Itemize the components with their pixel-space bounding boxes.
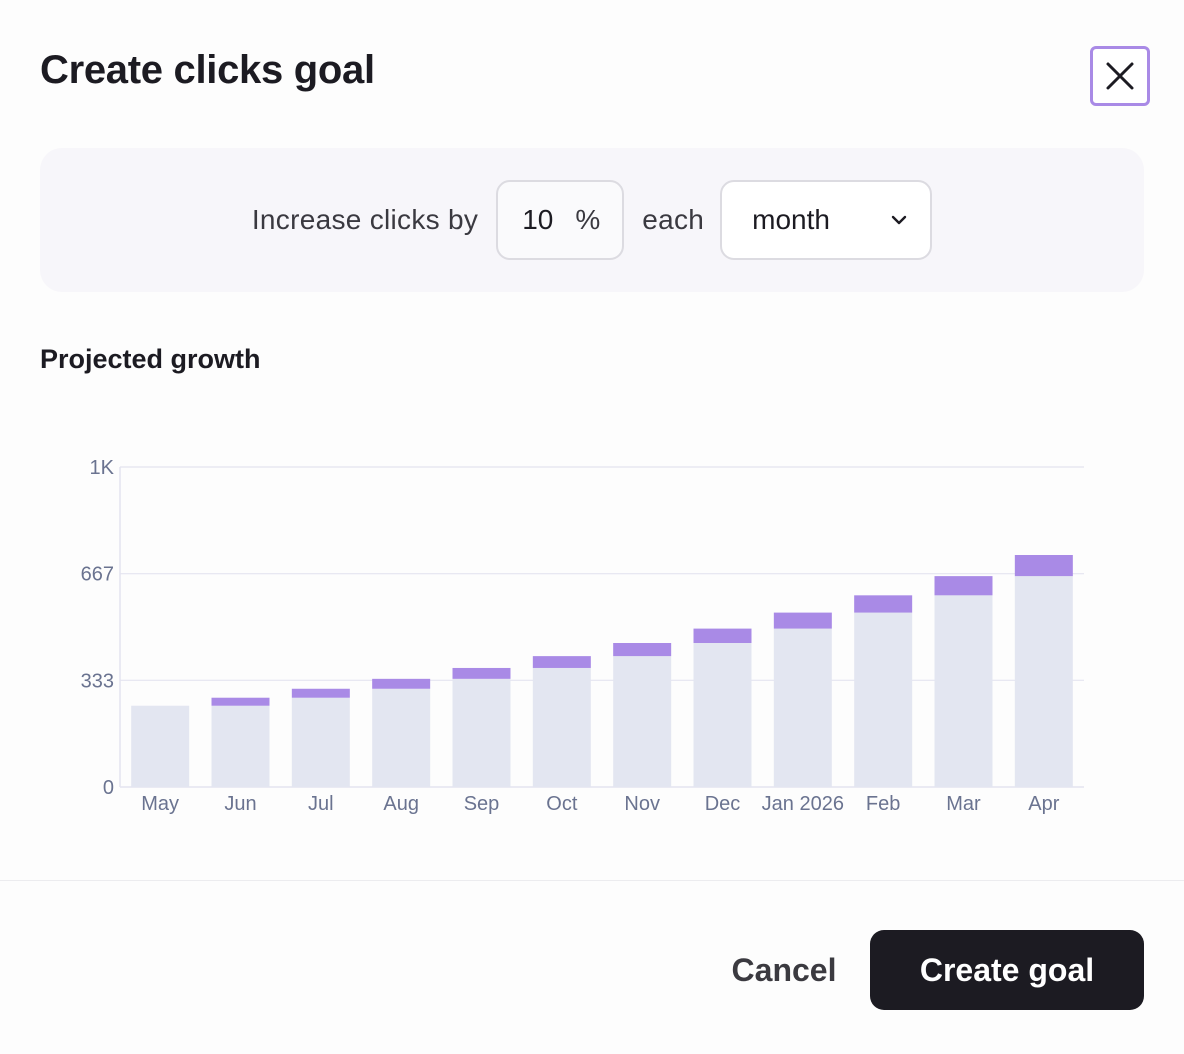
x-tick-label: Mar — [946, 793, 981, 815]
x-tick-label: Aug — [383, 793, 419, 815]
bar-base — [693, 643, 752, 787]
close-button[interactable] — [1090, 46, 1150, 106]
bar-growth — [854, 595, 913, 613]
bar-base — [854, 612, 913, 787]
bar-base — [773, 628, 832, 787]
bar-base — [934, 595, 993, 787]
bar-growth — [773, 612, 832, 629]
create-goal-button[interactable]: Create goal — [870, 930, 1144, 1010]
bar-base — [532, 667, 591, 787]
bar-base — [291, 697, 350, 787]
x-tick-label: Jul — [308, 793, 334, 815]
bar-growth — [693, 628, 752, 643]
period-select[interactable]: month — [720, 180, 933, 260]
bar-growth — [452, 667, 511, 679]
bar-growth — [211, 697, 270, 706]
chevron-down-icon — [891, 215, 907, 225]
bar-base — [613, 656, 672, 787]
y-tick-label: 0 — [103, 777, 114, 799]
x-tick-label: May — [141, 793, 179, 815]
bar-base — [372, 688, 431, 787]
percent-value: 10 — [522, 204, 554, 235]
x-tick-label: Sep — [464, 793, 500, 815]
projected-growth-title: Projected growth — [40, 344, 261, 374]
bar-growth — [532, 656, 591, 668]
x-tick-label: Nov — [624, 793, 660, 815]
cancel-button[interactable]: Cancel — [731, 951, 837, 988]
projected-growth-chart: 0 333 667 1K May Jun Jul Aug Sep Oct Nov Dec Jan 202… — [81, 457, 1084, 815]
goal-config-panel: Increase clicks by 10 % each month — [40, 148, 1144, 292]
x-tick-label: Dec — [705, 793, 741, 815]
close-icon — [1106, 62, 1134, 90]
bar-growth — [1014, 555, 1073, 577]
x-tick-label: Jun — [224, 793, 256, 815]
percent-input[interactable]: 10 % — [496, 180, 625, 260]
x-tick-label: Apr — [1028, 793, 1059, 815]
bar-base — [1014, 576, 1073, 787]
dialog-title: Create clicks goal — [40, 48, 375, 92]
y-tick-label: 1K — [90, 457, 115, 479]
increase-label: Increase clicks by — [251, 204, 479, 235]
bar-growth — [613, 643, 672, 657]
bar-growth — [372, 678, 431, 689]
x-tick-label: Oct — [546, 793, 578, 815]
y-tick-label: 333 — [81, 670, 114, 692]
bar-base — [131, 705, 190, 787]
each-label: each — [642, 204, 705, 235]
footer-divider — [0, 880, 1184, 881]
period-value: month — [752, 204, 830, 235]
bar-base — [452, 678, 511, 787]
x-tick-label: Feb — [866, 793, 900, 815]
x-tick-label: Jan 2026 — [762, 793, 844, 815]
percent-sign: % — [575, 204, 601, 235]
bar-growth — [291, 688, 350, 698]
y-tick-label: 667 — [81, 564, 114, 586]
bar-base — [211, 705, 270, 787]
bar-growth — [934, 576, 993, 596]
